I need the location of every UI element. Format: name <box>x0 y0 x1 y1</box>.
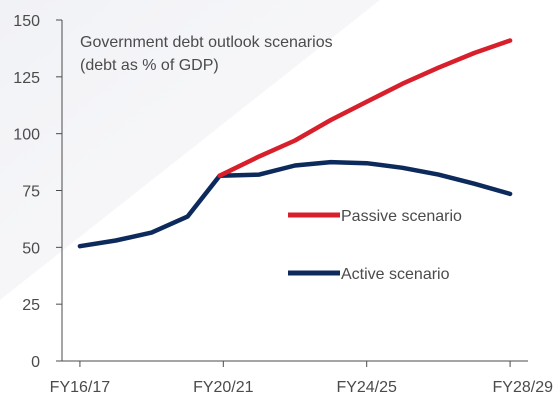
annotation-line-2: (debt as % of GDP) <box>80 57 219 74</box>
series-line-passive <box>217 38 513 178</box>
x-tick-label: FY16/17 <box>50 379 111 396</box>
legend-label-passive: Passive scenario <box>341 208 462 225</box>
x-tick-label: FY20/21 <box>193 379 254 396</box>
x-tick-label: FY28/29 <box>493 379 554 396</box>
y-axis-ticks: 0 25 50 75 100 125 150 <box>13 13 62 371</box>
y-tick-label: 150 <box>13 13 40 30</box>
y-tick-label: 125 <box>13 70 40 87</box>
y-tick-label: 75 <box>22 184 40 201</box>
annotation-line-1: Government debt outlook scenarios <box>80 34 333 51</box>
y-tick-label: 25 <box>22 297 40 314</box>
series-line-active <box>77 159 513 249</box>
y-tick-label: 50 <box>22 240 40 257</box>
legend-item-active: Active scenario <box>288 266 450 283</box>
y-tick-label: 0 <box>31 354 40 371</box>
legend-item-passive: Passive scenario <box>288 208 462 225</box>
x-tick-label: FY24/25 <box>336 379 397 396</box>
x-axis-ticks: FY16/17 FY20/21 FY24/25 FY28/29 <box>50 361 553 396</box>
y-tick-label: 100 <box>13 127 40 144</box>
legend: Passive scenario Active scenario <box>288 208 462 283</box>
chart-annotation: Government debt outlook scenarios (debt … <box>80 34 333 74</box>
legend-label-active: Active scenario <box>341 266 450 283</box>
series-lines <box>77 38 513 249</box>
